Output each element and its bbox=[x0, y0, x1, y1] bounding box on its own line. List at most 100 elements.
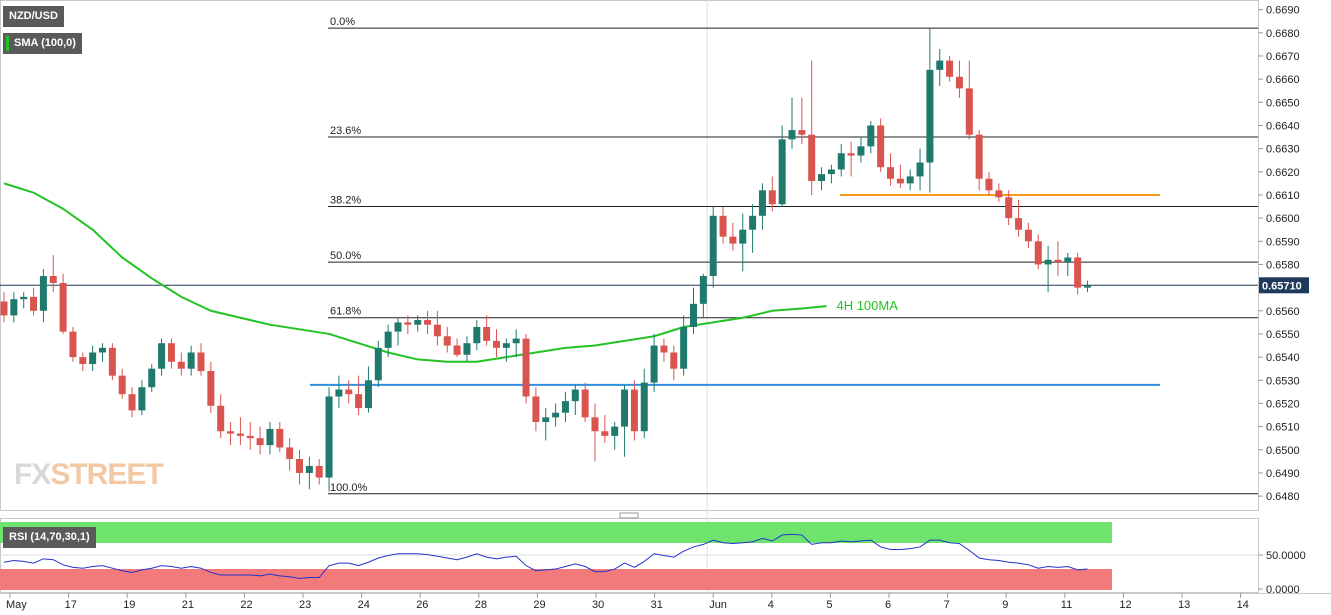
candle-bull bbox=[699, 276, 707, 304]
fib-level-label: 23.6% bbox=[330, 125, 361, 137]
candle-bull bbox=[749, 215, 757, 230]
candle-bear bbox=[768, 190, 776, 205]
candle-bear bbox=[443, 336, 451, 346]
candle-bull bbox=[818, 174, 826, 182]
sma-line bbox=[3, 182, 827, 363]
candle-bull bbox=[1064, 257, 1072, 263]
current-price-tag bbox=[1259, 277, 1309, 294]
candle-bear bbox=[128, 394, 136, 411]
candle-bull bbox=[926, 69, 934, 163]
candle-bear bbox=[59, 282, 67, 332]
candle-bull bbox=[621, 389, 629, 427]
x-tick-label: 4 bbox=[768, 599, 774, 611]
y-tick-label: 0.6620 bbox=[1266, 167, 1300, 179]
candle-bear bbox=[177, 361, 185, 369]
y-tick-label: 0.6680 bbox=[1266, 28, 1300, 40]
pane-resize-handle[interactable] bbox=[619, 512, 639, 519]
y-tick-label: 0.6550 bbox=[1266, 329, 1300, 341]
candle-bear bbox=[1074, 257, 1082, 288]
x-tick-label: May bbox=[6, 599, 27, 611]
candle-bear bbox=[896, 178, 904, 184]
candle-bull bbox=[473, 326, 481, 344]
y-tick-label: 0.6650 bbox=[1266, 97, 1300, 109]
candle-bear bbox=[729, 236, 737, 244]
main-pane-frame bbox=[0, 0, 1259, 511]
y-tick-label: 0.6600 bbox=[1266, 213, 1300, 225]
x-tick-label: 29 bbox=[533, 599, 545, 611]
candle-bear bbox=[719, 215, 727, 237]
x-tick-label: 19 bbox=[123, 599, 135, 611]
x-tick-label: 11 bbox=[1061, 599, 1072, 611]
watermark: FXSTREET bbox=[14, 458, 164, 492]
candle-bear bbox=[1005, 197, 1013, 219]
candle-bull bbox=[739, 229, 747, 244]
candle-bull bbox=[650, 345, 658, 383]
y-tick-label: 0.6540 bbox=[1266, 352, 1300, 364]
candle-bull bbox=[10, 299, 18, 316]
rsi-overbought-zone bbox=[0, 522, 1112, 543]
candle-bull bbox=[463, 343, 471, 355]
candle-bear bbox=[256, 438, 264, 446]
indicator-label[interactable]: SMA (100,0) bbox=[3, 33, 82, 54]
candle-bear bbox=[887, 167, 894, 179]
candle-bear bbox=[601, 431, 609, 436]
candle-bull bbox=[542, 417, 550, 422]
x-tick-label: 14 bbox=[1237, 599, 1249, 611]
candle-bear bbox=[808, 134, 816, 182]
candle-bull bbox=[325, 396, 333, 478]
x-tick-label: 21 bbox=[182, 599, 194, 611]
candle-bull bbox=[936, 60, 944, 70]
candle-bear bbox=[167, 343, 175, 362]
y-tick-label: 0.6670 bbox=[1266, 51, 1300, 63]
candle-bear bbox=[660, 345, 668, 353]
x-tick-label: 6 bbox=[885, 599, 891, 611]
candle-bull bbox=[138, 387, 146, 411]
candle-bear bbox=[581, 389, 589, 418]
candle-bear bbox=[236, 433, 244, 436]
candle-bear bbox=[483, 326, 491, 341]
candle-bear bbox=[975, 134, 983, 179]
candle-bear bbox=[315, 465, 323, 478]
candle-bear bbox=[49, 276, 57, 283]
candle-bear bbox=[955, 76, 963, 89]
candle-bear bbox=[1024, 229, 1032, 242]
candle-bull bbox=[1084, 285, 1091, 288]
candle-bull bbox=[158, 343, 166, 369]
rsi-oversold-zone bbox=[0, 569, 1112, 590]
candle-bull bbox=[20, 296, 28, 300]
candle-bull bbox=[827, 169, 835, 175]
candle-bull bbox=[571, 389, 579, 402]
candle-bull bbox=[1044, 259, 1052, 265]
candle-bear bbox=[798, 130, 806, 135]
candle-bull bbox=[640, 382, 648, 432]
candle-bear bbox=[69, 331, 77, 358]
candle-bull bbox=[758, 190, 766, 216]
x-tick-label: 30 bbox=[592, 599, 604, 611]
current-price-value: 0.65710 bbox=[1262, 280, 1302, 292]
candle-bull bbox=[561, 401, 569, 413]
x-tick-label: 24 bbox=[358, 599, 370, 611]
candle-bull bbox=[788, 130, 796, 140]
rsi-label[interactable]: RSI (14,70,30,1) bbox=[3, 527, 96, 548]
candle-bull bbox=[335, 389, 343, 397]
fib-level-label: 0.0% bbox=[330, 16, 355, 28]
x-tick-label: 12 bbox=[1119, 599, 1131, 611]
symbol-label[interactable]: NZD/USD bbox=[3, 6, 64, 27]
candle-bear bbox=[985, 178, 993, 191]
candle-bear bbox=[217, 405, 225, 432]
x-tick-label: 7 bbox=[944, 599, 950, 611]
candle-bear bbox=[532, 396, 540, 422]
y-tick-label: 0.6610 bbox=[1266, 190, 1300, 202]
candle-bear bbox=[965, 88, 973, 135]
x-tick-label: 17 bbox=[65, 599, 77, 611]
candle-bear bbox=[670, 352, 678, 369]
y-tick-label: 0.6630 bbox=[1266, 144, 1300, 156]
candle-bull bbox=[148, 368, 156, 388]
candle-bear bbox=[404, 322, 412, 325]
y-tick-label: 0.6690 bbox=[1266, 5, 1300, 17]
x-tick-label: 28 bbox=[475, 599, 487, 611]
candle-bull bbox=[305, 465, 313, 473]
candle-bear bbox=[345, 389, 353, 395]
candle-bear bbox=[493, 340, 500, 348]
